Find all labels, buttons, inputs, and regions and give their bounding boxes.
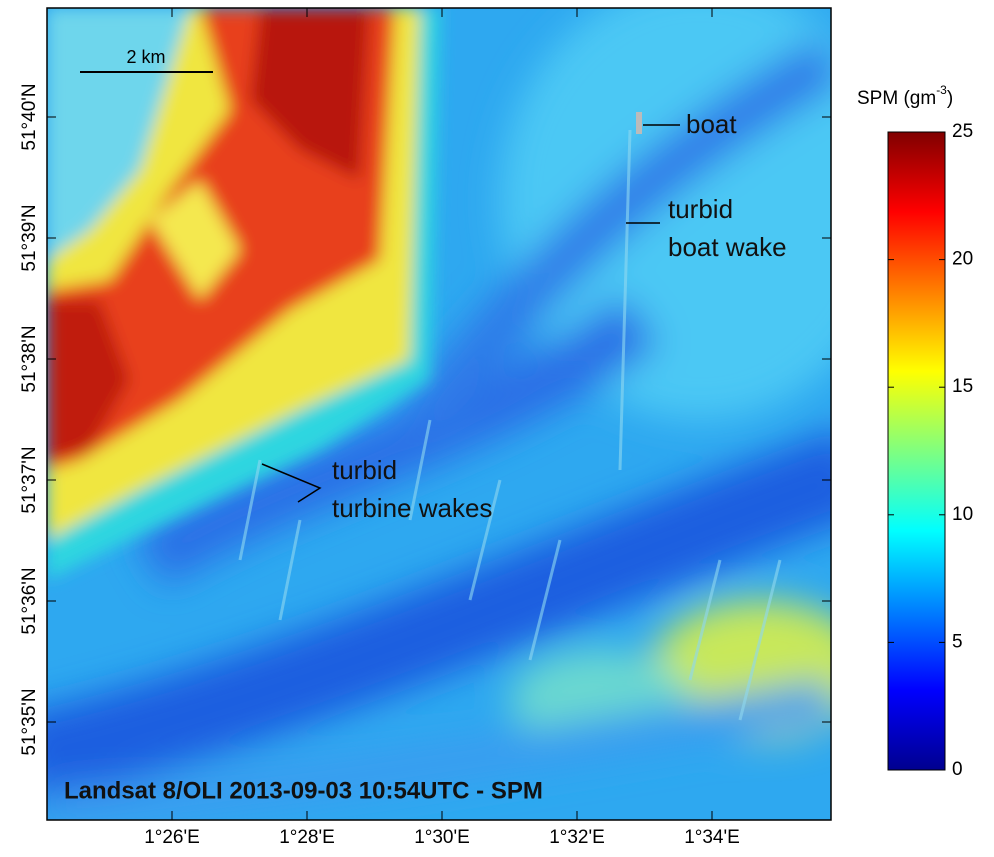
label-superscript: -3 [936,83,947,97]
lon-label: 1°30'E [414,827,470,848]
colorbar-tick-label: 0 [952,759,963,780]
satellite-image [20,0,900,820]
lon-label: 1°34'E [684,827,740,848]
lat-label: 51°40'N [19,83,40,150]
colorbar-tick-label: 20 [952,249,973,270]
label-end: ) [947,88,953,109]
lat-label: 51°39'N [19,204,40,271]
colorbar-label: SPM (gm-3) [857,83,953,109]
lat-label: 51°35'N [19,688,40,755]
scale-label: 2 km [126,47,165,67]
annotation: boat [686,109,737,139]
lat-label: 51°38'N [19,325,40,392]
lon-label: 1°28'E [279,827,335,848]
annotation: turbid [332,455,397,485]
figure: 2 km boat turbid boat wake turbid turbin… [0,0,994,852]
colorbar-tick-label: 5 [952,631,963,652]
annotation: turbine wakes [332,493,492,523]
lon-label: 1°26'E [144,827,200,848]
label: SPM (gm [857,88,936,109]
annotation: turbid [668,194,733,224]
colorbar-tick-label: 10 [952,504,973,525]
colorbar-tick-label: 15 [952,376,973,397]
colorbar-tick-label: 25 [952,121,973,142]
lat-label: 51°36'N [19,567,40,634]
lat-label: 51°37'N [19,446,40,513]
lon-label: 1°32'E [549,827,605,848]
annotation: boat wake [668,232,787,262]
map-title: Landsat 8/OLI 2013-09-03 10:54UTC - SPM [64,777,543,804]
colorbar [888,132,945,770]
